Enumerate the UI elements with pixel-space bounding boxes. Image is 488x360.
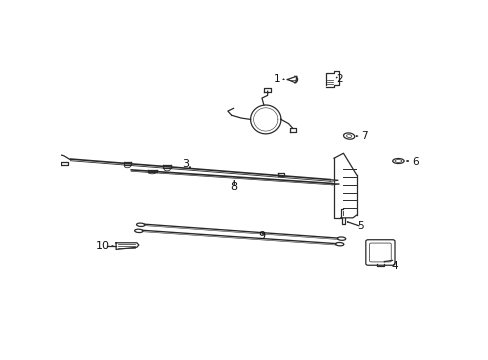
Ellipse shape bbox=[337, 237, 345, 240]
Text: 6: 6 bbox=[411, 157, 418, 167]
Text: 2: 2 bbox=[336, 74, 342, 84]
FancyBboxPatch shape bbox=[365, 240, 394, 265]
Text: 1: 1 bbox=[273, 74, 280, 84]
Text: 5: 5 bbox=[356, 221, 363, 231]
Text: 8: 8 bbox=[229, 183, 237, 192]
Ellipse shape bbox=[335, 243, 343, 246]
Ellipse shape bbox=[134, 229, 142, 233]
Text: 7: 7 bbox=[360, 131, 367, 141]
Ellipse shape bbox=[392, 158, 403, 163]
Ellipse shape bbox=[394, 159, 401, 162]
Text: 4: 4 bbox=[390, 261, 397, 271]
Ellipse shape bbox=[136, 223, 144, 226]
FancyBboxPatch shape bbox=[369, 243, 390, 262]
Ellipse shape bbox=[343, 133, 354, 139]
Ellipse shape bbox=[346, 135, 351, 138]
Text: 10: 10 bbox=[96, 241, 110, 251]
Text: 9: 9 bbox=[258, 231, 265, 241]
Text: 3: 3 bbox=[183, 159, 189, 169]
